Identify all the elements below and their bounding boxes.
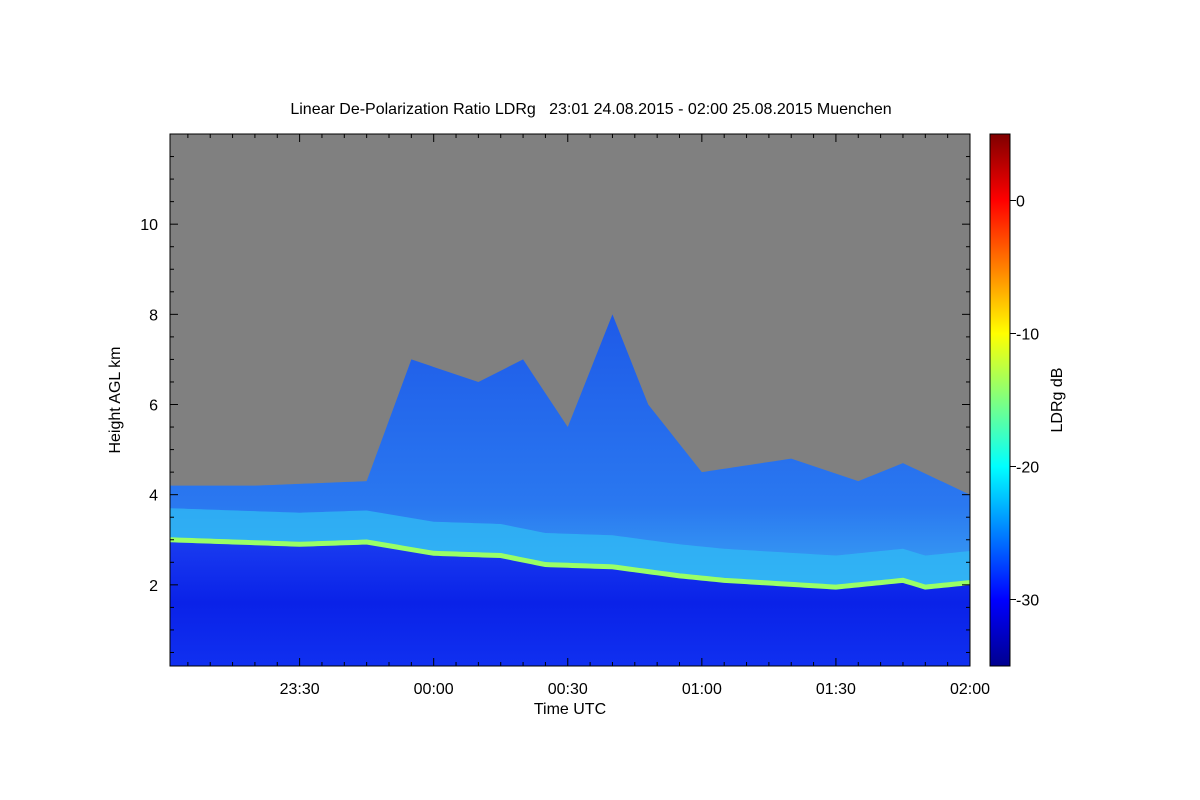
colorbar-tick-label: -20: [1016, 460, 1039, 477]
colorbar-label: LDRg dB: [1049, 368, 1066, 433]
melting-layer: [170, 537, 970, 590]
y-tick-label: 8: [149, 307, 158, 324]
x-tick-label: 00:30: [548, 681, 588, 698]
chart-title: Linear De-Polarization Ratio LDRg 23:01 …: [290, 101, 891, 118]
x-tick-label: 02:00: [950, 681, 990, 698]
colorbar-tick-label: -30: [1016, 593, 1039, 610]
y-tick-label: 4: [149, 488, 158, 505]
colorbar-ticks: 0 -10 -20 -30: [1010, 194, 1039, 610]
y-tick-label: 10: [140, 217, 158, 234]
y-tick-label: 2: [149, 578, 158, 595]
ldr-field: [170, 314, 970, 666]
rain-region: [170, 539, 970, 666]
cloud-base-band: [170, 508, 970, 588]
x-tick-label: 00:00: [414, 681, 454, 698]
colorbar-tick-label: 0: [1016, 194, 1025, 211]
y-tick-label: 6: [149, 398, 158, 415]
colorbar-tick-label: -10: [1016, 327, 1039, 344]
x-tick-label: 01:00: [682, 681, 722, 698]
colorbar: [989, 133, 1011, 667]
x-tick-label: 01:30: [816, 681, 856, 698]
plot-area: [170, 134, 970, 666]
plot-frame: [169, 133, 971, 667]
y-axis-label: Height AGL km: [107, 346, 124, 453]
x-axis: 23:30 00:00 00:30 01:00 01:30 02:00: [187, 134, 990, 698]
y-axis: 2 4 6 8 10: [140, 133, 970, 653]
x-tick-label: 23:30: [280, 681, 320, 698]
x-axis-label: Time UTC: [534, 701, 606, 718]
